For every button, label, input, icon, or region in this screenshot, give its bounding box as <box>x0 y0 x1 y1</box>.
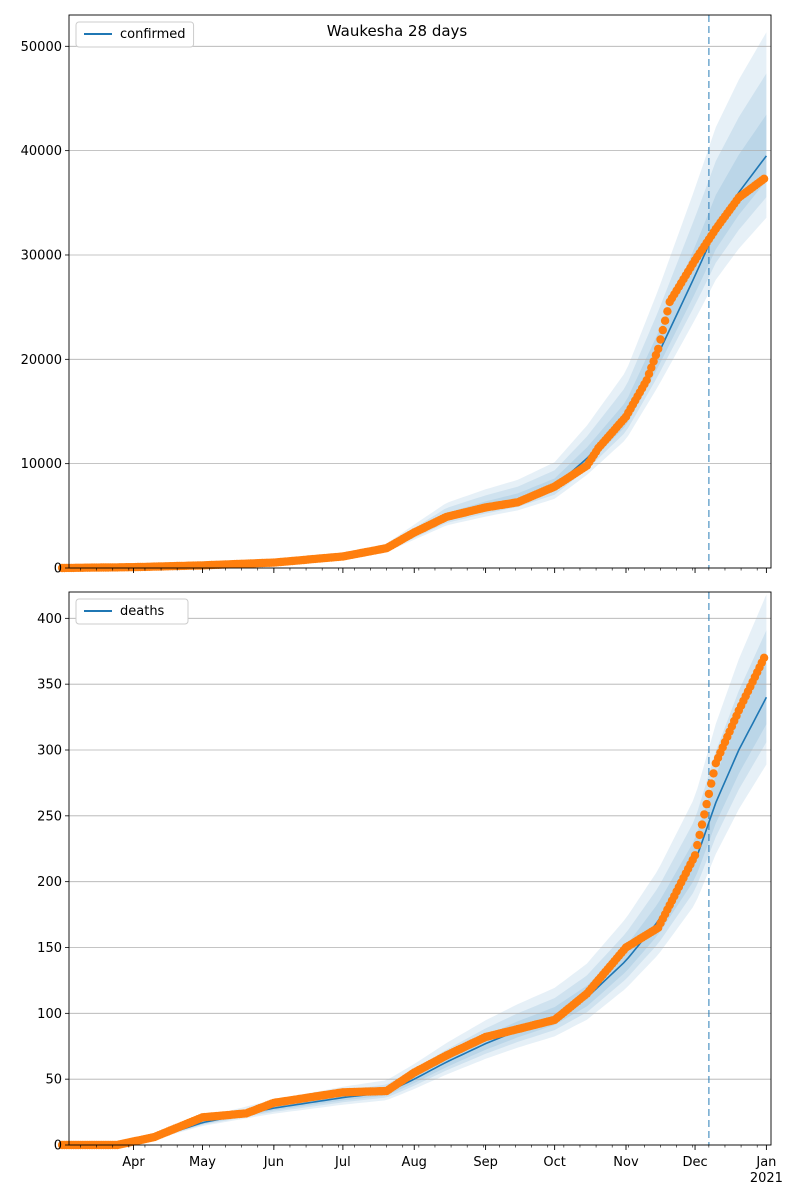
observed-point <box>702 799 711 809</box>
deaths-y-axis: 0 50 100 150 200 250 300 350 400 <box>37 612 69 1154</box>
y-tick-label: 0 <box>54 1139 62 1154</box>
axes-frame <box>68 14 772 569</box>
y-tick-label: 300 <box>37 744 62 759</box>
observed-point <box>709 769 718 778</box>
x-tick-label: Jul <box>334 1155 351 1170</box>
y-tick-label: 350 <box>37 678 62 693</box>
observed-point <box>649 357 658 366</box>
y-tick-label: 50000 <box>21 40 62 55</box>
uncertainty-band-2 <box>62 73 767 569</box>
y-tick-label: 250 <box>37 809 62 824</box>
confirmed-observed-points <box>57 174 769 573</box>
observed-point <box>707 779 716 788</box>
y-tick-label: 0 <box>54 562 62 577</box>
deaths-legend: deaths <box>75 598 189 625</box>
observed-point <box>654 344 663 354</box>
deaths-panel: 0 50 100 150 200 250 300 350 400 Apr May Jun Jul Aug… <box>37 591 776 1170</box>
confirmed-legend: confirmed <box>75 21 195 48</box>
chart-title: Waukesha 28 days <box>327 22 468 40</box>
deaths-axes-frame <box>68 591 772 1146</box>
axes-frame <box>68 591 772 1146</box>
confirmed-x-axis <box>80 568 767 573</box>
x-tick-label: Nov <box>613 1155 639 1170</box>
confirmed-axes-frame <box>68 14 772 569</box>
x-year-label: 2021 <box>750 1171 783 1186</box>
y-tick-label: 200 <box>37 875 62 890</box>
x-tick-label: Aug <box>402 1155 427 1170</box>
y-tick-label: 20000 <box>21 353 62 368</box>
legend-label-confirmed: confirmed <box>120 27 186 42</box>
y-tick-label: 400 <box>37 612 62 627</box>
observed-point <box>697 820 707 829</box>
observed-point <box>647 363 656 372</box>
deaths-gridlines <box>69 617 771 1146</box>
deaths-uncertainty-bands <box>62 594 767 1145</box>
observed-point <box>642 376 651 385</box>
x-tick-label: Dec <box>682 1155 707 1170</box>
x-tick-label: May <box>189 1155 216 1170</box>
y-tick-label: 50 <box>45 1073 62 1088</box>
confirmed-uncertainty-bands <box>62 32 767 569</box>
y-tick-label: 10000 <box>21 457 62 472</box>
x-tick-label: Apr <box>122 1155 145 1170</box>
deaths-observed-points <box>57 653 769 1150</box>
uncertainty-band-3 <box>62 32 767 568</box>
observed-point <box>656 335 665 344</box>
uncertainty-band-3 <box>62 594 767 1145</box>
observed-point <box>695 830 704 840</box>
observed-point <box>693 840 702 850</box>
x-tick-label: Jun <box>263 1155 284 1170</box>
observed-point <box>759 653 769 662</box>
observed-point <box>700 810 709 819</box>
confirmed-y-axis: 0 10000 20000 30000 40000 50000 <box>21 40 69 577</box>
x-tick-label: Jan <box>755 1155 776 1170</box>
confirmed-panel: 0 10000 20000 30000 40000 50000 confirmed <box>21 14 772 577</box>
observed-point <box>660 316 670 325</box>
y-tick-label: 150 <box>37 941 62 956</box>
deaths-x-axis: Apr May Jun Jul Aug Sep Oct Nov Dec Jan <box>80 1145 776 1170</box>
observed-point <box>663 307 672 316</box>
x-tick-label: Sep <box>473 1155 498 1170</box>
observed-point <box>690 851 700 860</box>
y-tick-label: 100 <box>37 1007 62 1022</box>
legend-label-deaths: deaths <box>120 604 165 619</box>
observed-point <box>704 789 714 799</box>
observed-point <box>759 174 769 183</box>
y-tick-label: 30000 <box>21 248 62 263</box>
y-tick-label: 40000 <box>21 144 62 159</box>
observed-point <box>658 325 667 335</box>
x-tick-label: Oct <box>543 1155 565 1170</box>
